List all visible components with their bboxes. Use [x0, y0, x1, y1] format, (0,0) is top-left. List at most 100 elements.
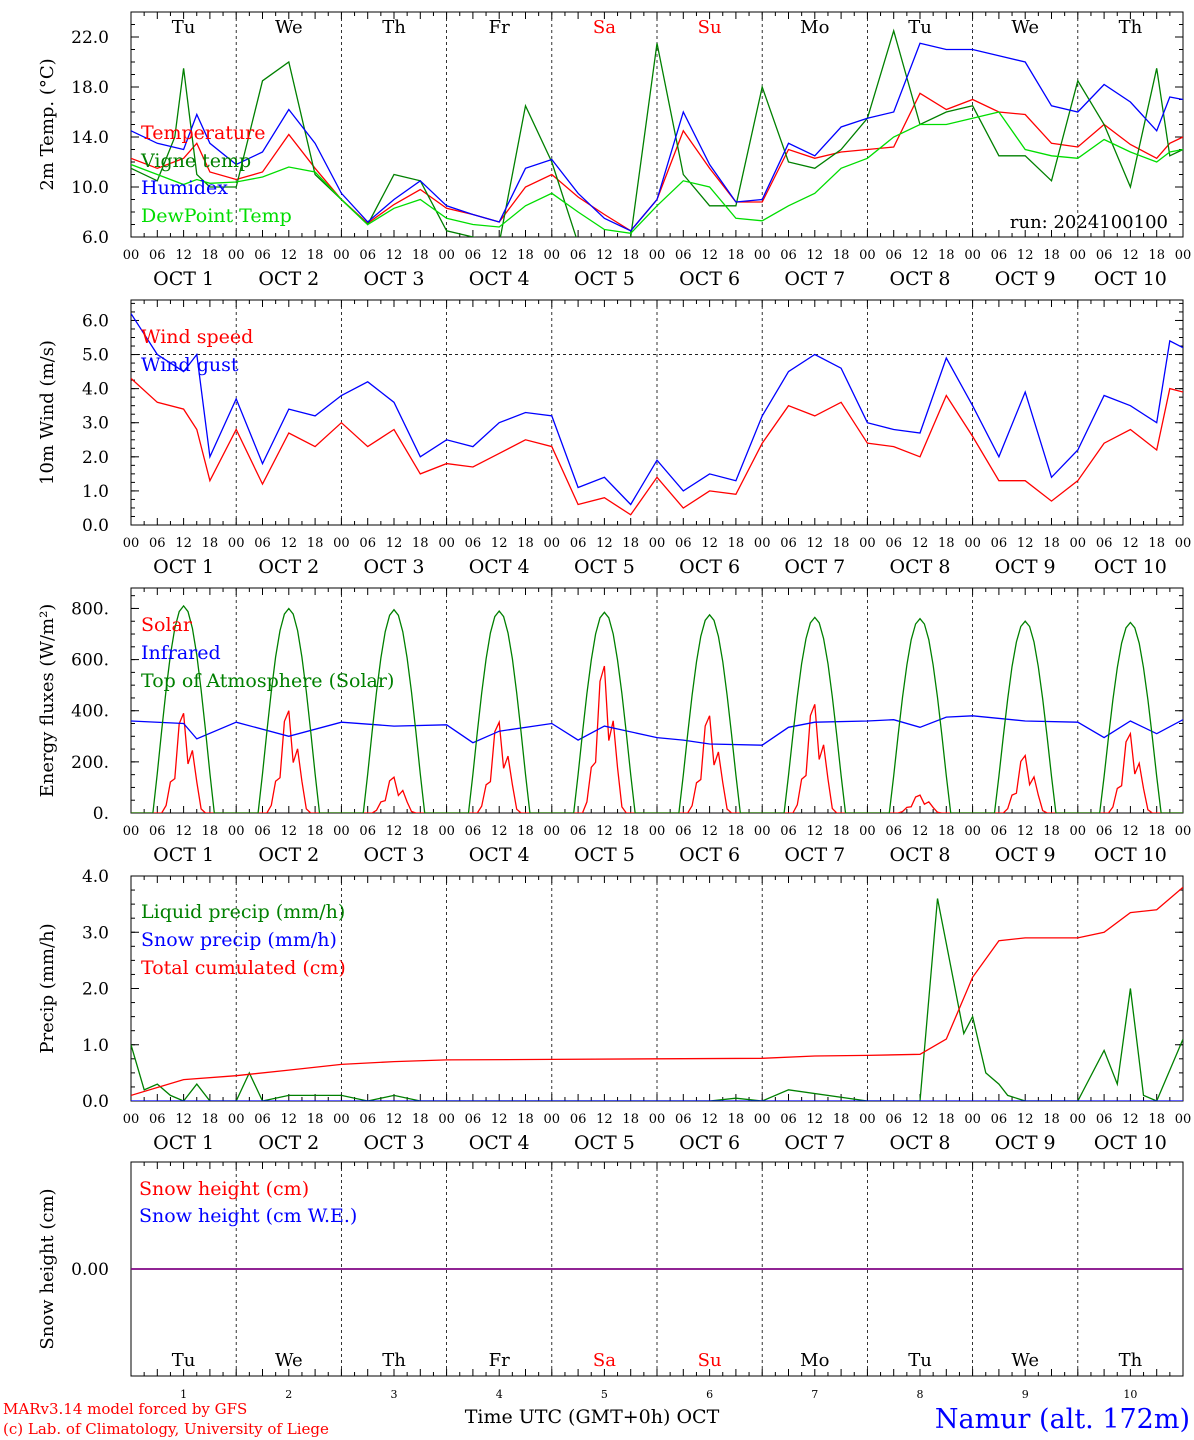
y-tick-label: 400.: [71, 702, 109, 722]
date-label: OCT 5: [574, 844, 635, 866]
hour-label: 12: [807, 824, 824, 839]
hour-label: 18: [728, 824, 745, 839]
series-group: [131, 604, 1183, 813]
date-label: OCT 7: [784, 1132, 845, 1154]
y-tick-label: 4.0: [82, 867, 109, 887]
y-tick-label: 3.0: [82, 923, 109, 943]
hour-label: 06: [359, 536, 376, 551]
hour-label: 06: [675, 536, 692, 551]
hour-label: 12: [1017, 536, 1034, 551]
hour-label: 00: [228, 824, 245, 839]
lab-credit: (c) Lab. of Climatology, University of L…: [3, 1420, 329, 1438]
hour-label: 12: [596, 824, 613, 839]
hour-label: 18: [622, 1112, 639, 1127]
y-tick-label: 4.0: [82, 380, 109, 400]
day-label: Su: [698, 1350, 722, 1371]
hour-label: 06: [570, 1112, 587, 1127]
hour-label: 06: [465, 1112, 482, 1127]
series-line: [131, 28, 1183, 237]
day-label: Mo: [800, 1350, 829, 1371]
hour-label: 12: [1017, 248, 1034, 263]
hour-label: 00: [859, 536, 876, 551]
model-credit: MARv3.14 model forced by GFS: [3, 1400, 247, 1418]
day-label: Th: [382, 17, 406, 38]
hour-label: 06: [359, 248, 376, 263]
date-label: OCT 5: [574, 1132, 635, 1154]
date-label: OCT 2: [258, 268, 319, 290]
hour-label: 18: [938, 824, 955, 839]
hour-label: 06: [780, 248, 797, 263]
panel-snow: 0.00 Snow height (cm) Snow height (cm) Snow…: [37, 1161, 1184, 1401]
y-tick-label: 18.0: [71, 78, 109, 98]
run-annotation: run: 2024100100: [1010, 212, 1168, 233]
date-label: OCT 6: [679, 268, 740, 290]
hour-label: 00: [1175, 824, 1192, 839]
hour-label: 00: [964, 824, 981, 839]
hour-label: 06: [1096, 536, 1113, 551]
date-label: OCT 8: [890, 268, 951, 290]
y-tick-label: 1.0: [82, 1036, 109, 1056]
hour-label: 06: [149, 1112, 166, 1127]
hour-label: 00: [964, 536, 981, 551]
hour-label: 18: [622, 536, 639, 551]
hour-label: 00: [1070, 824, 1087, 839]
hour-label: 06: [359, 1112, 376, 1127]
hour-label: 18: [1043, 824, 1060, 839]
hour-label: 06: [570, 536, 587, 551]
day-number: 7: [811, 1388, 818, 1401]
hour-label: 00: [1175, 536, 1192, 551]
hour-label: 12: [1122, 536, 1139, 551]
hour-label: 12: [1122, 824, 1139, 839]
hour-label: 00: [649, 536, 666, 551]
day-number: 5: [601, 1388, 608, 1401]
y-tick-label: 6.0: [82, 228, 109, 248]
hour-label: 06: [254, 1112, 271, 1127]
date-label: OCT 9: [995, 1132, 1056, 1154]
y-tick-label: 0.: [93, 804, 109, 824]
legend-label: DewPoint Temp: [141, 205, 292, 227]
hour-label: 12: [596, 536, 613, 551]
hour-label: 00: [1175, 1112, 1192, 1127]
series-line: [131, 898, 1183, 1101]
hour-label: 18: [728, 248, 745, 263]
hour-label: 12: [807, 248, 824, 263]
legend-label: Total cumulated (cm): [141, 957, 346, 979]
hour-label: 18: [1043, 248, 1060, 263]
y-tick-label: 0.00: [71, 1260, 109, 1280]
hour-label: 18: [833, 824, 850, 839]
hour-label: 12: [386, 248, 403, 263]
hour-label: 00: [333, 536, 350, 551]
hour-label: 06: [254, 824, 271, 839]
panel-temperature: 6.0 10.0 14.0 18.0 22.0 2m Temp. (°C) Temperat…: [37, 11, 1191, 290]
series-line: [131, 715, 1183, 746]
legend-label: Liquid precip (mm/h): [141, 901, 345, 923]
y-tick-label: 3.0: [82, 414, 109, 434]
day-label: Th: [1119, 17, 1143, 38]
date-label: OCT 8: [890, 556, 951, 578]
hour-label: 00: [333, 824, 350, 839]
hour-label: 12: [175, 1112, 192, 1127]
date-label: OCT 4: [469, 844, 530, 866]
hour-label: 18: [728, 1112, 745, 1127]
hour-label: 12: [1017, 1112, 1034, 1127]
series-line: [131, 42, 1183, 232]
date-label: OCT 2: [258, 844, 319, 866]
hour-label: 06: [780, 536, 797, 551]
day-label: Tu: [908, 1350, 932, 1371]
day-number: 6: [706, 1388, 713, 1401]
hour-label: 18: [412, 248, 429, 263]
day-label: Tu: [172, 1350, 196, 1371]
hour-label: 06: [1096, 248, 1113, 263]
hour-label: 06: [885, 824, 902, 839]
hour-label: 00: [333, 248, 350, 263]
date-label: OCT 6: [679, 844, 740, 866]
day-label: Th: [1119, 1350, 1143, 1371]
hour-label: 00: [544, 536, 561, 551]
hour-label: 12: [701, 536, 718, 551]
hour-label: 12: [596, 248, 613, 263]
day-number: 9: [1022, 1388, 1029, 1401]
legend-label: Solar: [141, 614, 193, 636]
hour-label: 12: [912, 1112, 929, 1127]
hour-label: 00: [123, 1112, 140, 1127]
